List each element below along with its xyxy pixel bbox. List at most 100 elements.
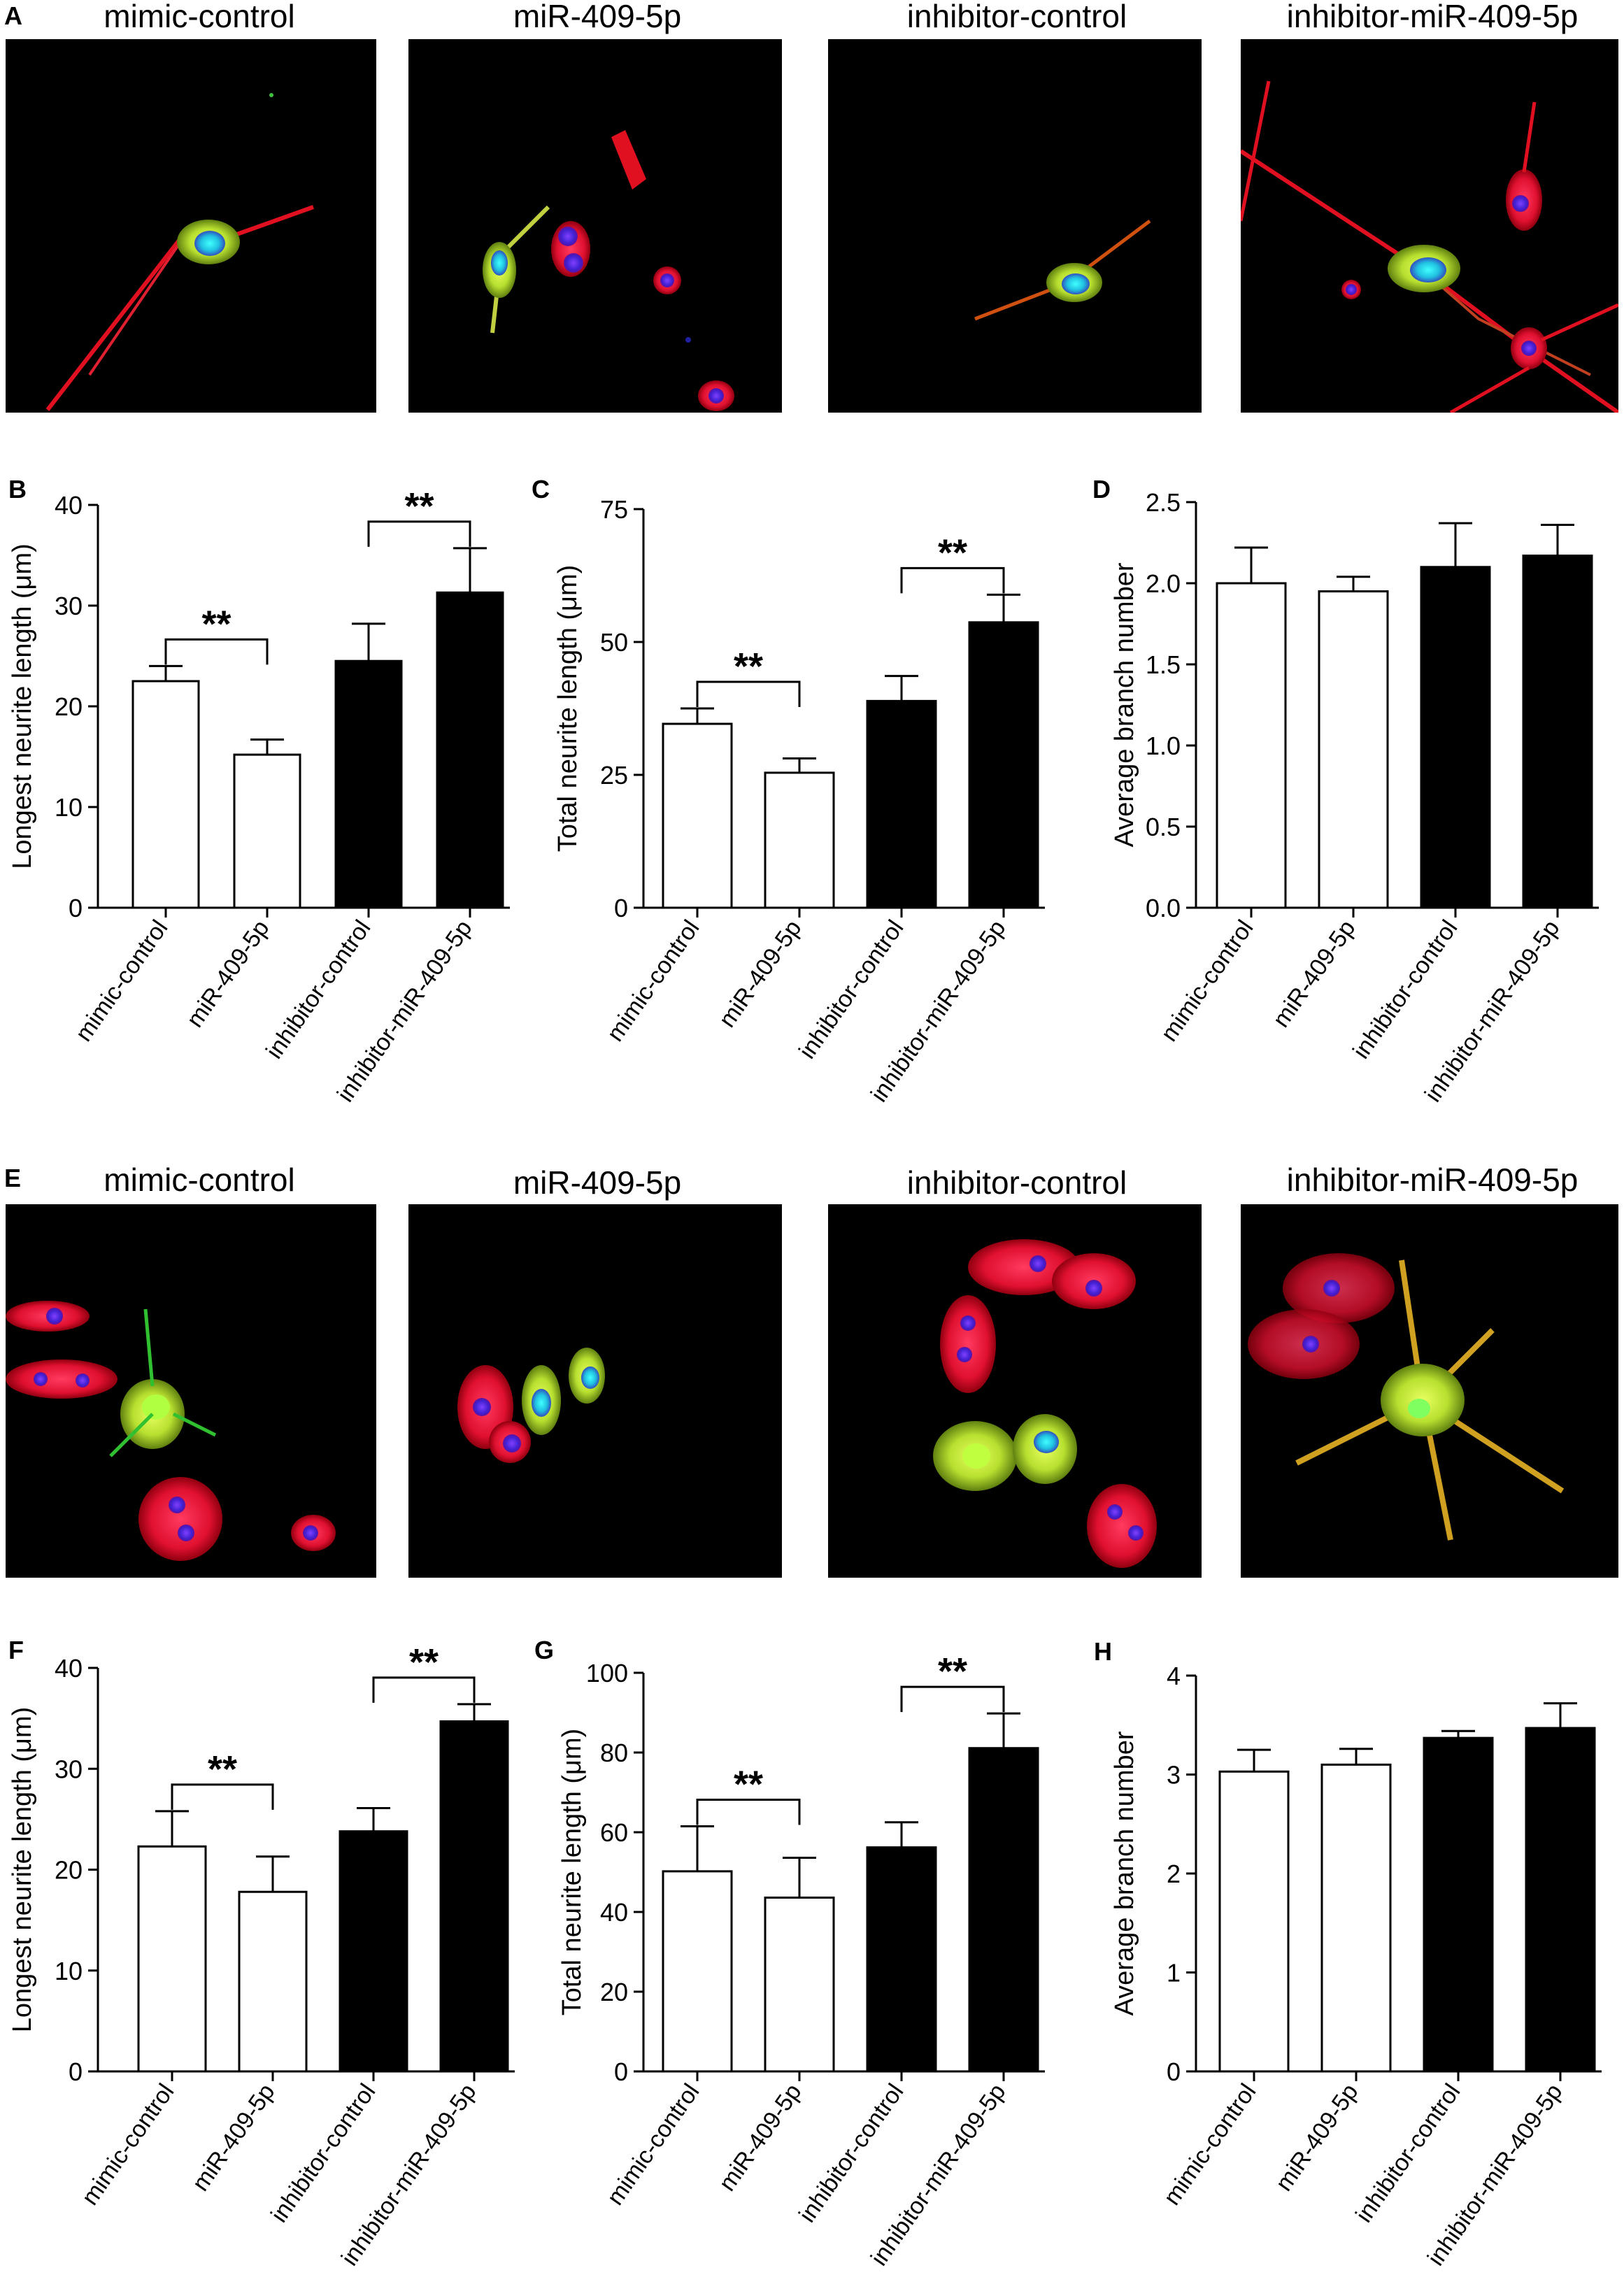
bar-inhibitor-control: [1423, 1736, 1494, 2073]
y-tick-label: 2: [1167, 1860, 1181, 1888]
chart-d: D 0.0 0.5 1.0 1.5 2.0 2.5 Average branch number…: [1092, 475, 1599, 1107]
x-tick-label: miR-409-5p: [182, 915, 275, 1032]
image-title-e-4: inhibitor-miR-409-5p: [1286, 1162, 1579, 1198]
significance-bracket: [367, 520, 471, 547]
image-title-e-3: inhibitor-control: [906, 1164, 1127, 1201]
bar-mimic-control: [137, 1845, 207, 2073]
micrograph-a-mir-409-5p: [408, 39, 782, 413]
image-title-a-4: inhibitor-miR-409-5p: [1286, 0, 1579, 34]
bar-miR-409-5p: [764, 1896, 835, 2073]
y-axis-label: Total neurite length (μm): [557, 1729, 587, 2016]
x-tick-label: mimic-control: [70, 915, 173, 1046]
bar-miR-409-5p: [233, 753, 301, 909]
x-tick-label: mimic-control: [76, 2079, 179, 2210]
x-tick-label: inhibitor-control: [266, 2079, 380, 2227]
bar-mimic-control: [131, 680, 200, 909]
y-axis-label: Total neurite length (μm): [553, 565, 583, 852]
y-tick-label: 3: [1167, 1761, 1181, 1790]
bar-inhibitor-miR-409-5p: [968, 621, 1039, 909]
panel-letter-e: E: [4, 1164, 22, 1192]
bar-miR-409-5p: [1320, 1763, 1392, 2073]
x-tick-label: inhibitor-control: [794, 915, 909, 1064]
panel-letter-a: A: [4, 1, 22, 30]
bar-inhibitor-miR-409-5p: [1522, 555, 1593, 909]
y-tick-label: 0.5: [1146, 813, 1181, 841]
micrograph-a-inhibitor-control: [828, 39, 1202, 413]
micrograph-e-inhibitor-control: [828, 1204, 1202, 1578]
chart-g: G 0 20 40 60 80 100 Total neurite length (μm) mi…: [534, 1636, 1045, 2271]
y-tick-label: 10: [55, 1957, 83, 1985]
y-tick-label: 30: [55, 592, 83, 620]
bar-inhibitor-control: [334, 659, 403, 909]
bar-mimic-control: [662, 1870, 733, 2073]
significance-bracket: [900, 1685, 1005, 1713]
x-tick-label: mimic-control: [1158, 2079, 1261, 2210]
panel-letter-b: B: [8, 475, 27, 504]
y-tick-label: 40: [55, 1654, 83, 1683]
significance-label: **: [208, 1748, 237, 1790]
significance-bracket: [372, 1676, 476, 1703]
y-tick-label: 50: [600, 628, 628, 657]
y-tick-label: 1: [1167, 1959, 1181, 1987]
y-tick-label: 2.0: [1146, 569, 1181, 598]
y-tick-label: 0: [614, 894, 628, 922]
y-tick-label: 0: [1167, 2057, 1181, 2086]
x-tick-label: mimic-control: [1155, 915, 1258, 1046]
chart-b: B 0 10 20 30 40 Longest neurite length (μm) mim…: [8, 475, 510, 1107]
panel-letter-d: D: [1092, 475, 1111, 504]
bar-miR-409-5p: [238, 1890, 308, 2073]
x-tick-label: mimic-control: [601, 2079, 704, 2210]
micrograph-e-inhibitor-mir-409-5p: [1241, 1204, 1618, 1578]
bar-inhibitor-control: [866, 1846, 937, 2073]
y-axis-label: Average branch number: [1110, 562, 1139, 847]
y-tick-label: 2.5: [1146, 488, 1181, 517]
micrograph-e-mir-409-5p: [408, 1204, 782, 1578]
panel-letter-g: G: [534, 1636, 554, 1664]
x-tick-label: inhibitor-control: [261, 915, 376, 1064]
chart-f: F 0 10 20 30 40 Longest neurite length (μm) mim…: [8, 1636, 515, 2271]
bar-mimic-control: [1216, 582, 1287, 909]
micrograph-a-mimic-control: [6, 39, 376, 413]
y-tick-label: 0.0: [1146, 894, 1181, 922]
panel-letter-f: F: [8, 1636, 24, 1664]
bar-inhibitor-control: [339, 1830, 408, 2073]
x-tick-label: miR-409-5p: [1271, 2079, 1364, 2196]
significance-label: **: [938, 1650, 967, 1692]
bar-inhibitor-control: [866, 699, 937, 909]
chart-c: C 0 25 50 75 Total neurite length (μm) mimic-c…: [532, 475, 1045, 1107]
bar-miR-409-5p: [1318, 590, 1389, 909]
x-tick-label: miR-409-5p: [714, 915, 807, 1032]
y-tick-label: 0: [69, 2057, 83, 2086]
bar-mimic-control: [1218, 1770, 1290, 2073]
x-tick-label: mimic-control: [601, 915, 704, 1046]
y-tick-label: 75: [600, 495, 628, 524]
y-tick-label: 4: [1167, 1662, 1181, 1690]
significance-bracket: [164, 638, 269, 665]
y-axis-label: Longest neurite length (μm): [8, 543, 37, 869]
bar-inhibitor-miR-409-5p: [436, 591, 504, 909]
y-axis-label: Average branch number: [1110, 1731, 1139, 2015]
y-tick-label: 40: [600, 1898, 628, 1927]
y-tick-label: 10: [55, 793, 83, 822]
y-tick-label: 1.0: [1146, 731, 1181, 760]
bar-mimic-control: [662, 722, 733, 909]
panel-letter-h: H: [1094, 1637, 1112, 1666]
significance-bracket: [696, 680, 801, 707]
bar-inhibitor-miR-409-5p: [1525, 1727, 1596, 2073]
x-tick-label: miR-409-5p: [714, 2079, 807, 2196]
y-tick-label: 20: [55, 1856, 83, 1885]
x-tick-label: miR-409-5p: [1268, 915, 1361, 1032]
y-tick-label: 0: [69, 894, 83, 922]
y-tick-label: 100: [586, 1659, 628, 1687]
significance-label: **: [734, 645, 763, 687]
y-tick-label: 20: [55, 692, 83, 721]
significance-label: **: [201, 603, 231, 645]
y-tick-label: 40: [55, 491, 83, 520]
significance-bracket: [900, 566, 1005, 594]
micrograph-a-inhibitor-mir-409-5p: [1241, 39, 1618, 413]
y-axis-label: Longest neurite length (μm): [8, 1707, 37, 2032]
significance-label: **: [404, 485, 434, 527]
micrograph-e-mimic-control: [6, 1204, 376, 1578]
x-tick-label: miR-409-5p: [187, 2079, 280, 2196]
image-title-a-2: miR-409-5p: [513, 0, 682, 34]
